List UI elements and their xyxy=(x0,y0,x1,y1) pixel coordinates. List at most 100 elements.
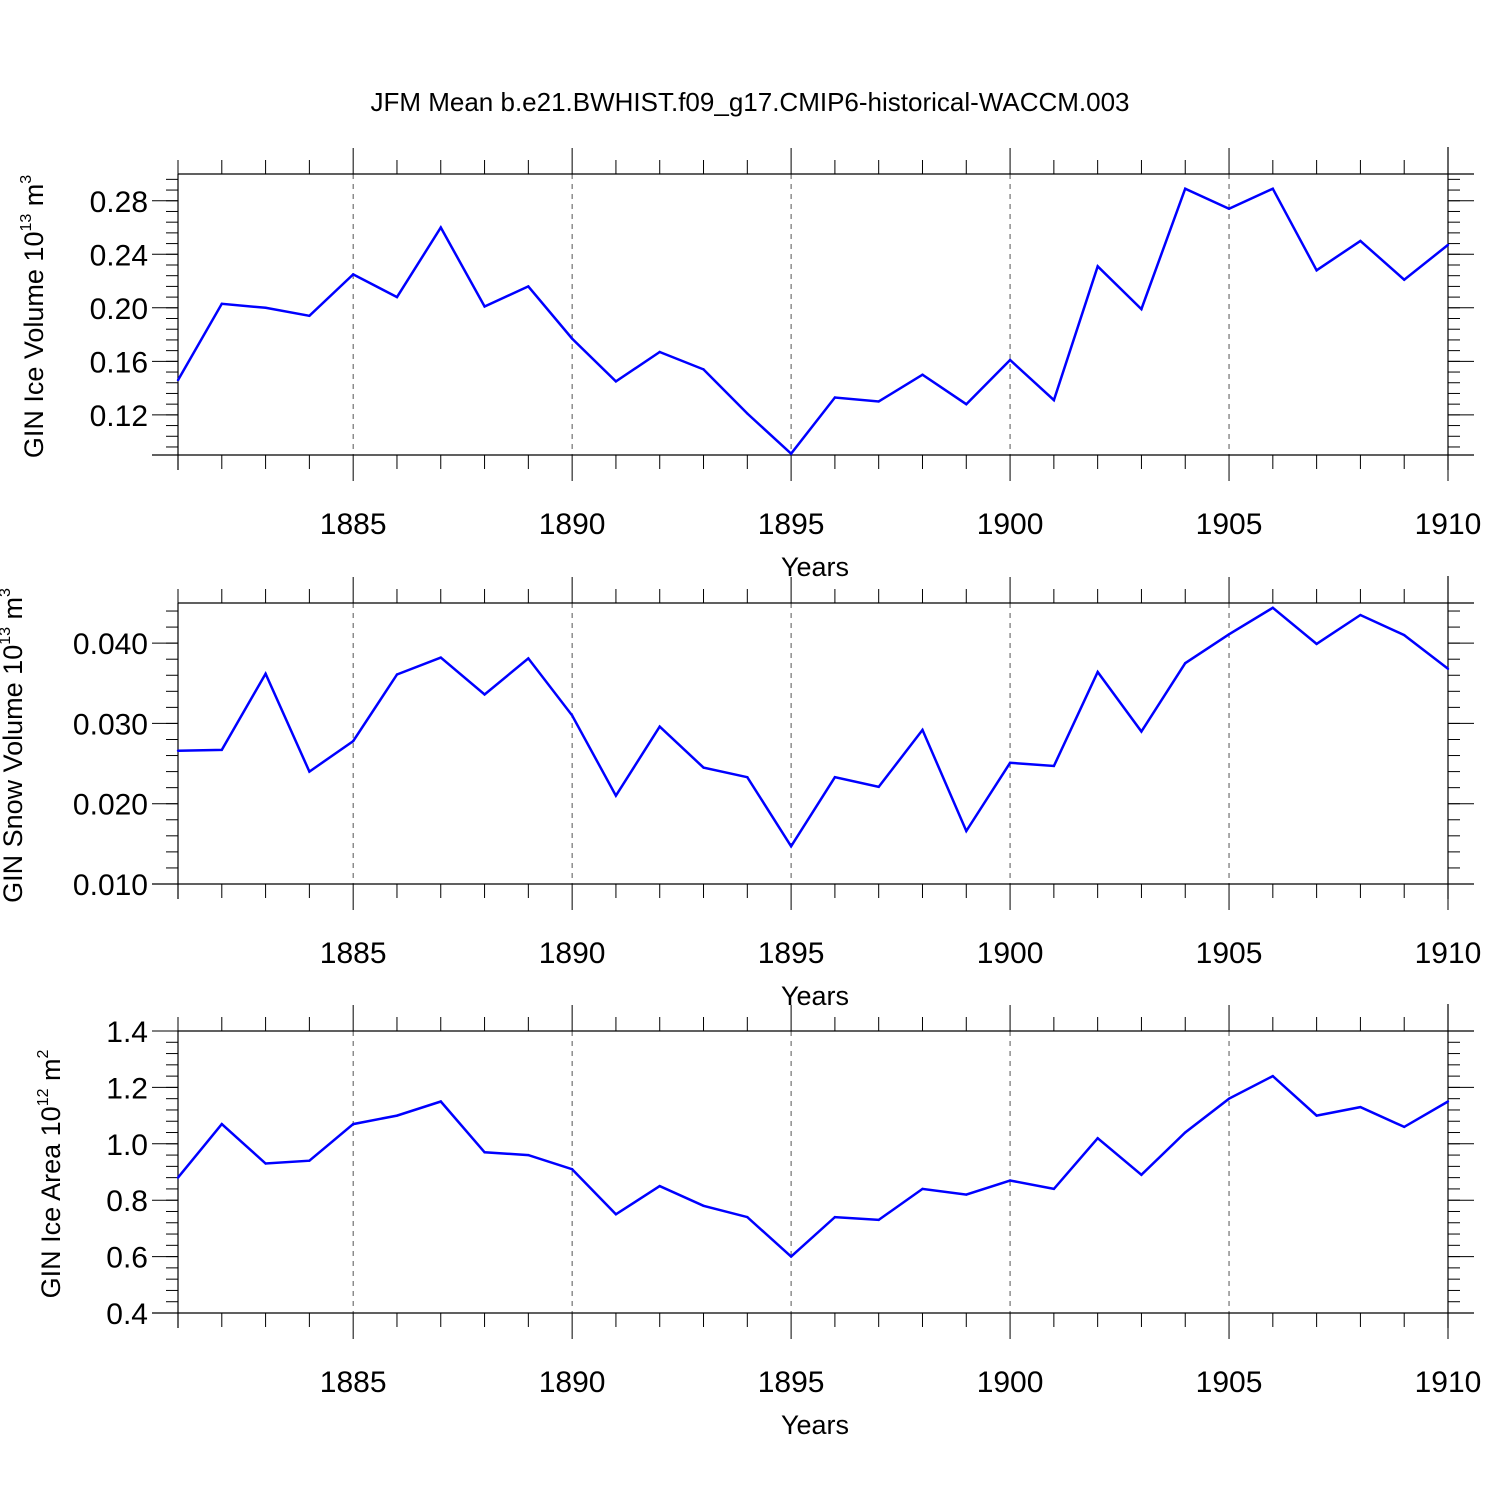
data-point xyxy=(527,1153,530,1157)
x-tick-label: 1890 xyxy=(539,1366,606,1399)
x-tick-label: 1900 xyxy=(977,508,1044,541)
data-point xyxy=(351,739,355,743)
data-point xyxy=(1184,187,1187,190)
data-point xyxy=(702,368,705,371)
y-tick-label: 0.020 xyxy=(73,789,148,822)
x-tick-label: 1895 xyxy=(758,1366,825,1399)
y-tick-label: 1.2 xyxy=(106,1072,148,1105)
x-axis-title: Years xyxy=(781,981,849,1011)
data-point xyxy=(1227,1097,1231,1100)
data-point xyxy=(483,305,486,308)
x-axis-title: Years xyxy=(781,552,849,582)
data-point xyxy=(1446,243,1450,247)
data-point xyxy=(483,693,486,696)
data-point xyxy=(570,714,574,717)
data-point xyxy=(1446,1100,1450,1103)
data-point xyxy=(264,1162,267,1165)
data-point xyxy=(1227,633,1231,636)
data-point xyxy=(1096,670,1099,674)
data-point xyxy=(921,728,924,732)
y-tick-label: 0.20 xyxy=(90,293,148,326)
data-point xyxy=(1446,667,1450,671)
data-point xyxy=(1008,761,1012,764)
x-tick-label: 1910 xyxy=(1415,1366,1482,1399)
x-tick-label: 1890 xyxy=(539,508,606,541)
y-tick-label: 0.8 xyxy=(106,1185,148,1218)
data-point xyxy=(308,314,311,318)
x-tick-label: 1905 xyxy=(1196,937,1263,970)
data-point xyxy=(1315,1114,1318,1117)
data-point xyxy=(746,412,749,415)
data-point xyxy=(614,1213,618,1216)
data-point xyxy=(877,400,880,403)
data-point xyxy=(1008,1179,1012,1182)
data-point xyxy=(965,1193,968,1196)
series-line xyxy=(177,1074,1449,1259)
x-tick-label: 1910 xyxy=(1415,508,1482,541)
data-point xyxy=(1271,187,1275,190)
y-tick-label: 0.010 xyxy=(73,869,148,902)
x-axis-title: Years xyxy=(781,1410,849,1440)
data-point xyxy=(658,350,661,354)
data-point xyxy=(789,452,793,455)
data-point xyxy=(1403,278,1406,281)
data-point xyxy=(1403,633,1406,637)
data-point xyxy=(1315,269,1318,272)
data-point xyxy=(527,657,530,660)
data-point xyxy=(176,1176,180,1179)
data-point xyxy=(395,1114,399,1117)
data-point xyxy=(351,273,355,276)
chart-panels: 0.12 0.16 0.20 0.24 0.28 1885 1890 1895 1900 1905… xyxy=(0,147,1481,1440)
x-tick-label: 1900 xyxy=(977,937,1044,970)
data-point xyxy=(1184,1131,1187,1134)
x-tick-label: 1885 xyxy=(320,937,387,970)
data-point xyxy=(1227,207,1231,210)
data-point xyxy=(1271,1074,1275,1078)
y-tick-label: 0.6 xyxy=(106,1242,148,1275)
data-point xyxy=(1315,642,1318,646)
data-point xyxy=(1052,398,1056,402)
data-point xyxy=(702,1204,705,1208)
y-tick-label: 0.16 xyxy=(90,346,148,379)
data-point xyxy=(833,776,837,779)
y-tick-label: 0.030 xyxy=(73,708,148,741)
data-point xyxy=(308,1159,311,1162)
data-point xyxy=(1140,1173,1143,1177)
y-tick-label: 1.0 xyxy=(106,1129,148,1162)
y-tick-label: 1.4 xyxy=(106,1016,148,1049)
data-point xyxy=(308,770,311,773)
data-point xyxy=(614,794,618,797)
data-point xyxy=(614,380,618,383)
data-point xyxy=(789,1255,793,1258)
data-point xyxy=(1096,1136,1099,1140)
x-tick-label: 1890 xyxy=(539,937,606,970)
data-point xyxy=(965,402,968,406)
data-point xyxy=(965,829,968,833)
data-point xyxy=(658,725,661,728)
y-tick-label: 0.28 xyxy=(90,186,148,219)
data-point xyxy=(702,766,705,769)
panel-1: 0.12 0.16 0.20 0.24 0.28 1885 1890 1895 1900 1905… xyxy=(18,147,1481,582)
data-point xyxy=(1359,1105,1362,1109)
data-point xyxy=(483,1151,486,1154)
y-tick-label: 0.040 xyxy=(73,628,148,661)
data-point xyxy=(527,285,530,288)
y-tick-label: 0.12 xyxy=(90,400,148,433)
x-tick-label: 1910 xyxy=(1415,937,1482,970)
data-point xyxy=(1008,358,1012,362)
data-point xyxy=(1359,239,1362,243)
data-point xyxy=(395,673,399,676)
y-axis-title: GIN Ice Area 1012 m2 xyxy=(35,1050,66,1299)
data-point xyxy=(1052,1187,1056,1191)
data-point xyxy=(833,396,837,399)
data-point xyxy=(570,337,574,340)
data-point xyxy=(1096,265,1099,268)
data-point xyxy=(1184,662,1187,665)
x-tick-label: 1895 xyxy=(758,508,825,541)
data-point xyxy=(1052,764,1056,768)
data-point xyxy=(877,785,880,789)
data-point xyxy=(439,226,442,229)
series-line xyxy=(176,186,1449,456)
data-point xyxy=(176,378,180,382)
